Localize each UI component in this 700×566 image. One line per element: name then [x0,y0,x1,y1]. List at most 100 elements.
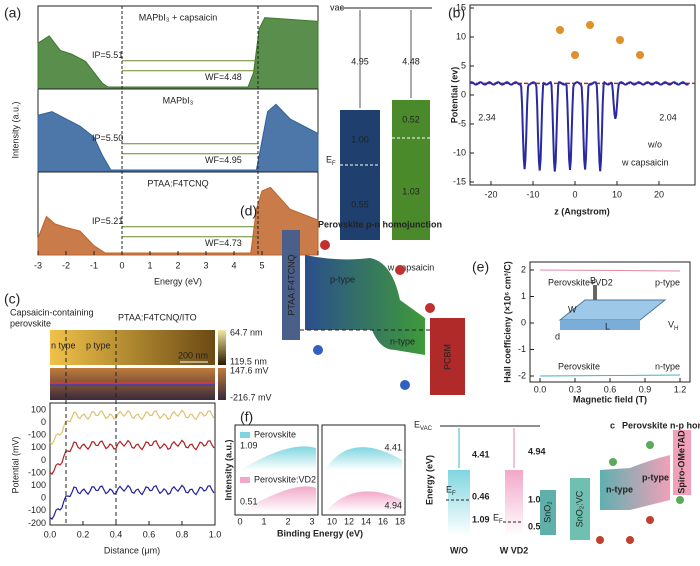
legend-label: w capsaicin [621,157,669,167]
layer-label: SnO₂:VC [574,490,584,527]
label: n type [51,340,76,350]
layer-label: PTAA:F4TCNQ [286,254,296,315]
label: Distance (μm) [104,545,160,555]
y-tick-label: 100 [31,404,46,414]
shape [540,490,556,535]
y-tick-label: 100 [31,442,46,452]
y-tick-label: -100 [28,467,46,477]
shape [234,424,319,516]
x-tick-label: 1.0 [209,529,222,539]
legend-label: Perovskite [254,429,296,439]
energy-label: EF [446,484,456,496]
x-tick-label: 0.6 [604,384,617,394]
label: 0.51 [528,521,546,531]
y-tick-label: -100 [28,430,46,440]
x-tick-label: 0 [572,189,577,199]
x-tick-label: 3 [309,516,314,526]
shape [49,439,215,476]
shape [49,402,216,526]
carrier [646,516,654,524]
carrier [320,240,330,250]
shape [49,409,215,446]
shape [240,432,250,438]
panel-label: (d) [240,203,257,219]
x-tick-label: 1.2 [674,384,687,394]
axis-label: Intensity (a.u.) [223,439,233,500]
shape [37,103,319,173]
shape [505,470,523,536]
shape [392,100,430,240]
y-tick-label: -5 [458,118,466,128]
energy-label: EF [326,154,336,166]
label: Capsaicin-containing [10,307,94,317]
label: 200 nm [178,350,208,360]
label: 1.09 [240,440,258,450]
label: 0.51 [240,496,258,506]
shape [430,318,465,395]
label: Energy (eV) [154,276,202,286]
axis-label: Intensity (a.u.) [10,101,20,158]
label: 4.41 [384,442,402,452]
x-tick-label: 10 [612,189,622,199]
y-tick-label: 10 [456,31,466,41]
x-tick-label: 18 [395,516,405,526]
x-tick-label: 0 [119,260,124,270]
x-tick-label: 0.9 [639,384,652,394]
label: p-type [655,277,680,287]
label: vac [330,2,345,12]
label: 1.03 [402,186,420,196]
label: 119.5 nm [230,356,267,366]
shape [218,330,226,365]
label: 4.41 [472,449,490,459]
label: n-type [655,361,680,371]
atom [586,21,594,29]
label: PTAA:F4TCNQ/ITO [118,312,197,322]
y-tick-label: -100 [28,505,46,515]
atom [616,36,624,44]
shape [50,330,215,365]
shape [448,470,470,536]
label: MAPbI₃ [163,95,194,105]
x-tick-label: 0.4 [110,529,123,539]
label: d [555,331,560,341]
label: 4.48 [402,56,420,66]
energy-label: EVAC [414,419,433,431]
y-tick-label: -1 [518,344,526,354]
carrier [626,536,634,544]
label: 0.52 [402,114,420,124]
shape [469,80,689,172]
carrier [609,458,617,466]
x-tick-label: -10 [526,189,539,199]
subscript: F [499,519,503,525]
subscript: H [674,326,678,332]
axis-label: Energy (eV) [424,455,434,505]
label: Binding Energy (eV) [277,528,363,538]
carrier [425,303,435,313]
shape [50,368,215,400]
y-tick-label: 0 [41,455,46,465]
label: 0.55 [351,199,369,209]
x-tick-label: 0.0 [44,529,57,539]
label: n-type [390,336,415,346]
subscript: VAC [420,426,433,432]
y-tick-label: 5 [461,60,466,70]
label: Perovskite p-n homojunction [318,219,442,229]
axis-label: Potential (mV) [10,436,20,493]
carrier [395,265,405,275]
label: IP=5.21 [92,216,123,226]
label: 1.00 [351,134,369,144]
x-tick-label: 2 [285,516,290,526]
label: c [610,420,615,430]
x-tick-label: -2 [62,260,70,270]
label: perovskite [10,318,51,328]
x-tick-label: 12 [344,516,354,526]
label: Perovskite [558,361,600,371]
category-label: W VD2 [500,545,529,555]
carrier [596,536,604,544]
shape [570,478,590,540]
shape [325,491,402,512]
label: MAPbI₃ + capsaicin [139,12,217,22]
x-tick-label: 1 [261,516,266,526]
shape [49,484,215,521]
